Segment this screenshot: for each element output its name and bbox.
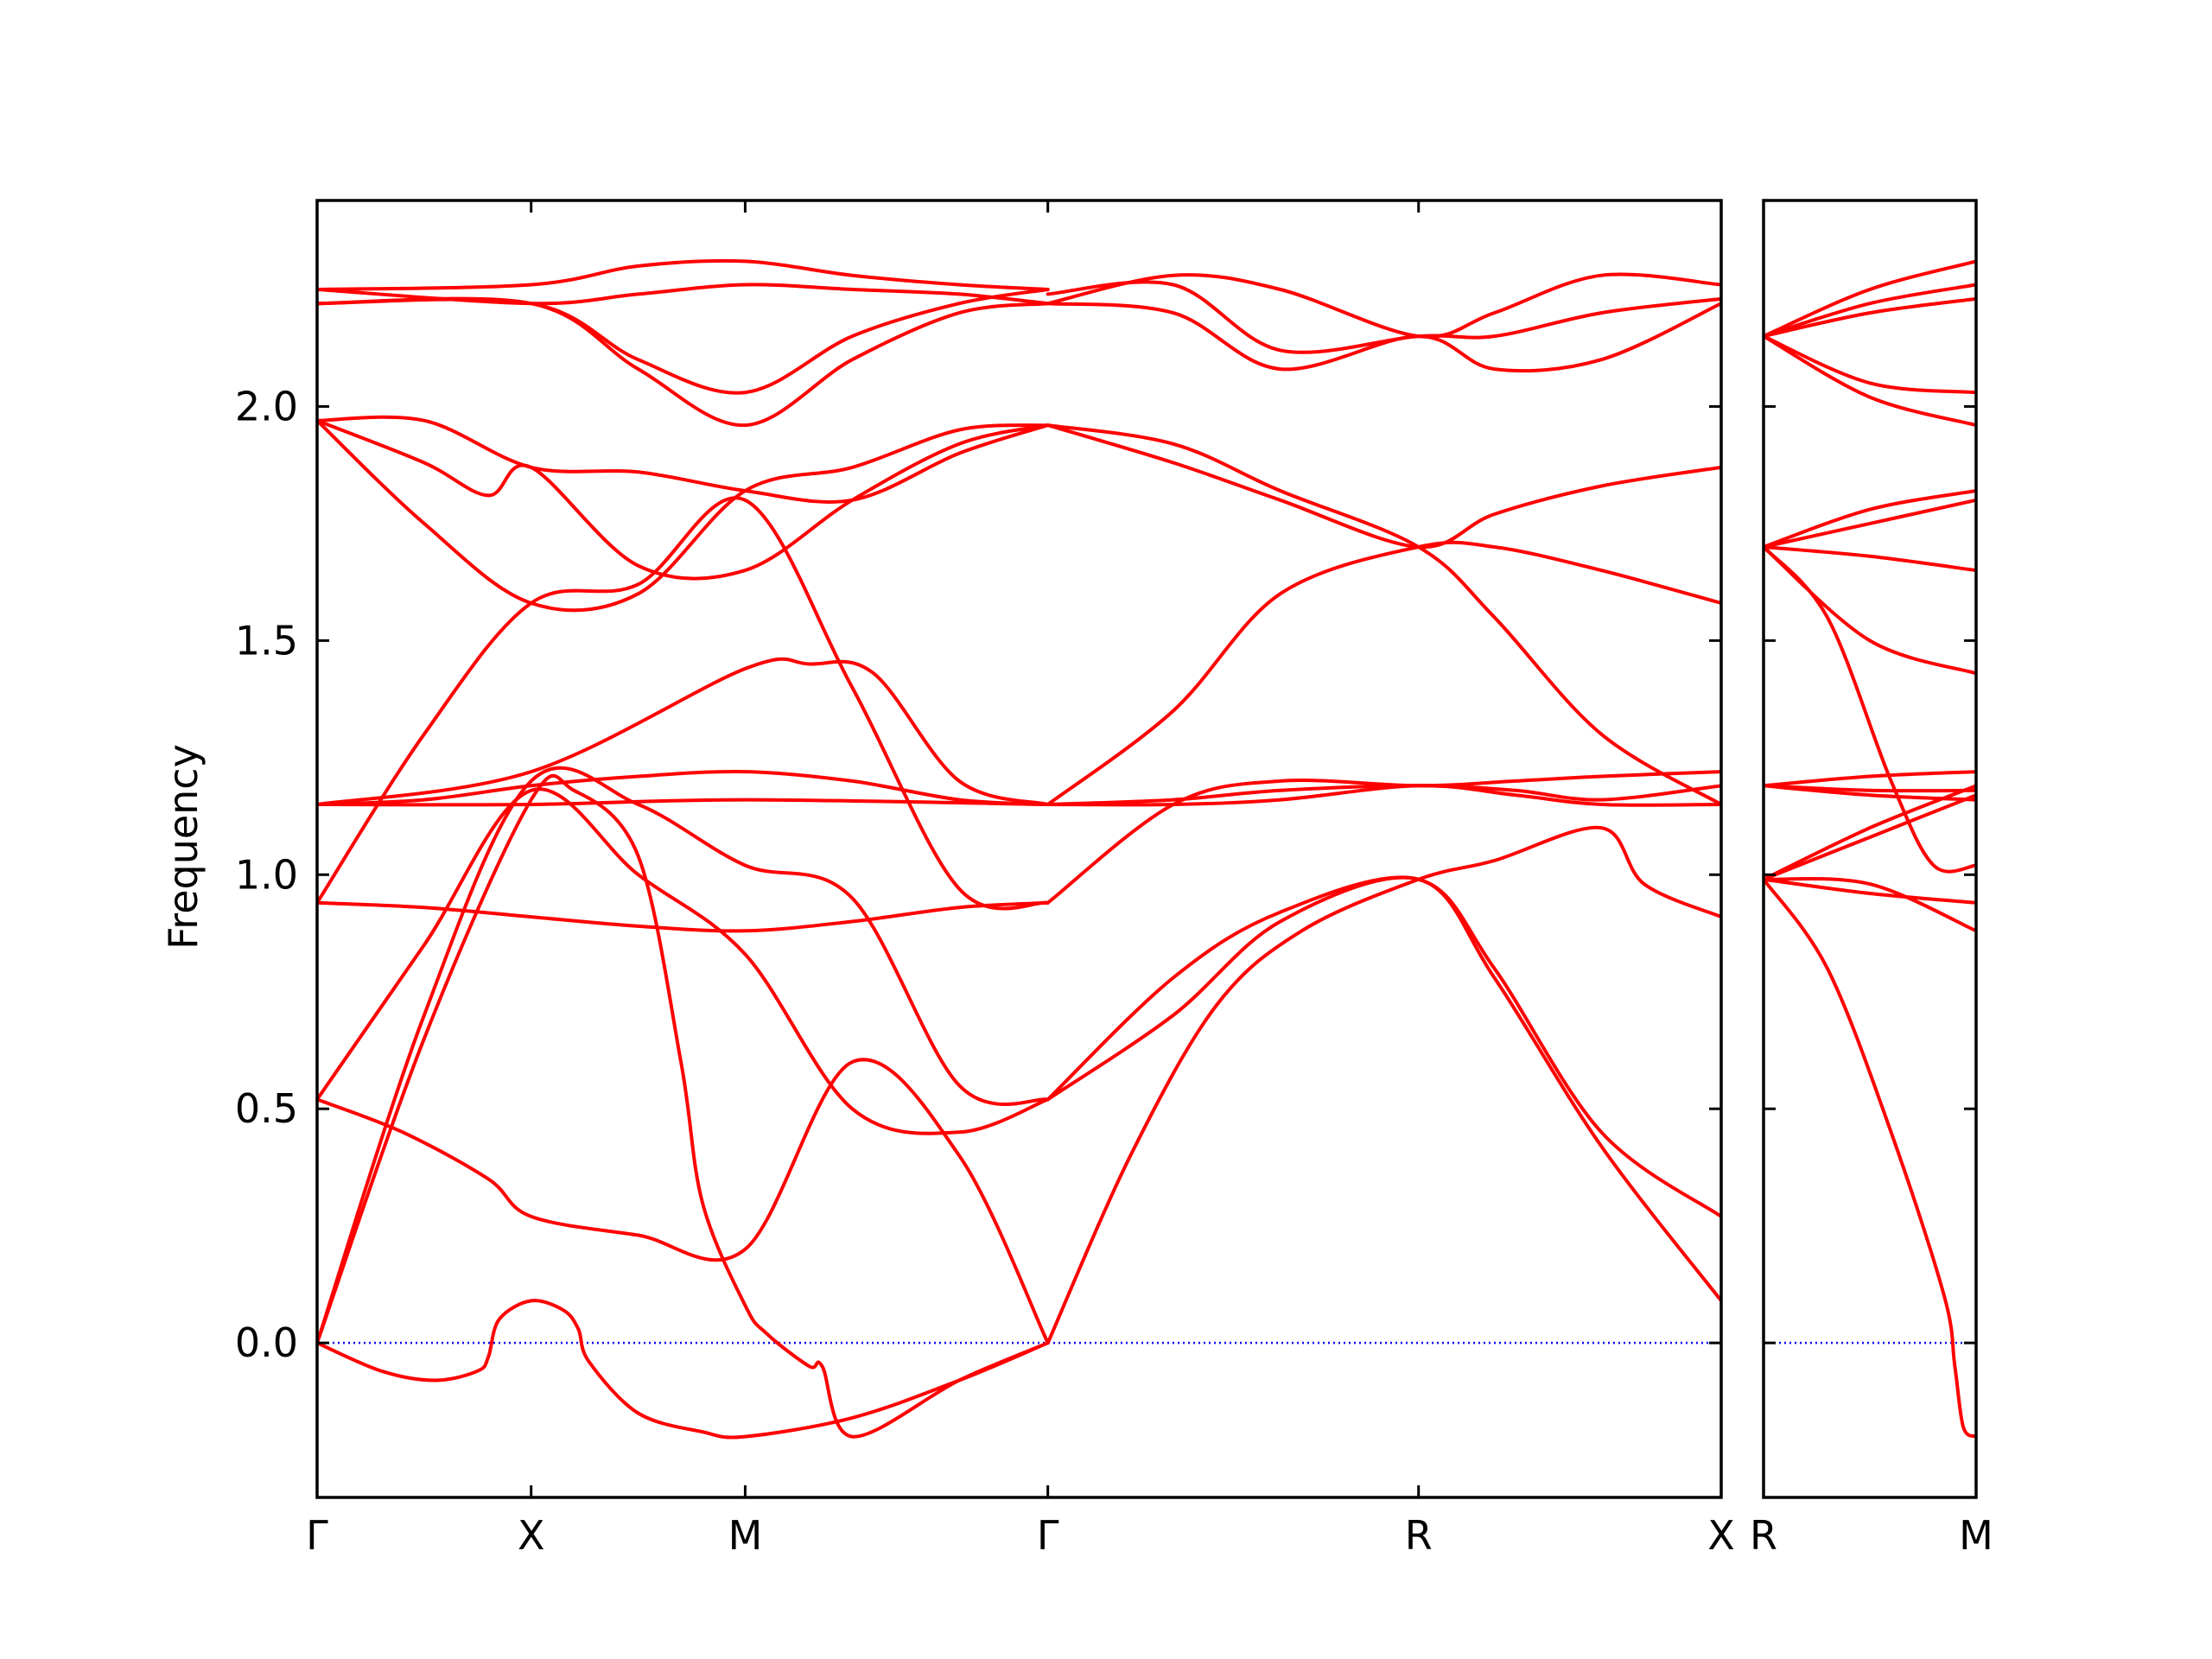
band-line-6 <box>317 496 1050 911</box>
x-tick-label: R <box>1405 1512 1433 1559</box>
x-tick-label: X <box>518 1512 545 1559</box>
band-line-15 <box>1764 296 1976 339</box>
y-tick-label: 1.5 <box>235 617 298 664</box>
x-tick-label: M <box>728 1512 763 1559</box>
band-line-14 <box>317 283 1050 306</box>
bands-group <box>1764 259 1976 1439</box>
band-line-17 <box>1046 875 1721 1218</box>
x-tick-label: Γ <box>306 1512 328 1559</box>
band-line-1 <box>317 773 1050 1439</box>
band-line-17 <box>1764 259 1976 339</box>
band-line-24 <box>1046 423 1721 550</box>
band-line-3 <box>317 787 1050 1135</box>
band-line-20 <box>1046 770 1721 905</box>
band-line-11 <box>317 418 1050 581</box>
y-tick-label: 0.5 <box>235 1085 298 1132</box>
band-line-6 <box>1764 770 1976 788</box>
y-axis-label: Frequency <box>160 744 207 950</box>
band-line-0 <box>317 1299 1050 1440</box>
band-line-0 <box>1764 877 1976 1439</box>
band-line-25 <box>1046 423 1721 806</box>
band-line-12 <box>317 418 1050 613</box>
y-tick-label: 1.0 <box>235 851 298 898</box>
band-line-13 <box>317 258 1050 291</box>
band-line-4 <box>1764 784 1976 881</box>
axes-frame <box>315 199 1723 1499</box>
x-tick-label: M <box>1959 1512 1993 1559</box>
band-line-7 <box>1764 784 1976 802</box>
band-line-1 <box>1764 877 1976 933</box>
x-tick-label: Γ <box>1037 1512 1059 1559</box>
band-line-18 <box>1046 875 1721 1303</box>
band-line-15 <box>317 288 1050 395</box>
band-line-2 <box>317 1058 1050 1345</box>
band-line-19 <box>1046 825 1721 1345</box>
band-line-4 <box>317 766 1050 1345</box>
band-line-12 <box>1764 489 1976 549</box>
band-line-3 <box>1764 793 1976 881</box>
band-line-13 <box>1764 334 1976 428</box>
bands-group <box>317 258 1721 1440</box>
band-line-28 <box>1046 302 1721 373</box>
band-line-8 <box>1764 545 1976 874</box>
x-tick-label: R <box>1750 1512 1777 1559</box>
band-line-8 <box>317 798 1050 807</box>
band-line-10 <box>317 415 1050 504</box>
y-tick-label: 2.0 <box>235 383 298 429</box>
band-line-23 <box>1046 540 1721 806</box>
band-line-22 <box>1046 784 1721 807</box>
band-line-11 <box>1764 498 1976 549</box>
band-line-16 <box>1764 283 1976 339</box>
y-tick-label: 0.0 <box>235 1319 298 1366</box>
band-line-9 <box>1764 545 1976 676</box>
panel-main: 0.0 0.5 1.0 1.5 2.0 Γ X M Γ R X <box>235 199 1735 1559</box>
band-line-14 <box>1764 334 1976 395</box>
band-line-5 <box>317 900 1050 933</box>
axes-frame <box>1762 199 1978 1499</box>
band-line-16 <box>317 296 1050 428</box>
band-line-2 <box>1764 877 1976 905</box>
band-line-7 <box>317 769 1050 806</box>
band-line-26 <box>1046 272 1721 339</box>
band-line-10 <box>1764 545 1976 573</box>
x-tick-label: X <box>1707 1512 1735 1559</box>
panels-layer: 0.00.51.01.52.0Γ X M Γ R X R M <box>235 199 1993 1559</box>
band-line-9 <box>317 657 1050 806</box>
